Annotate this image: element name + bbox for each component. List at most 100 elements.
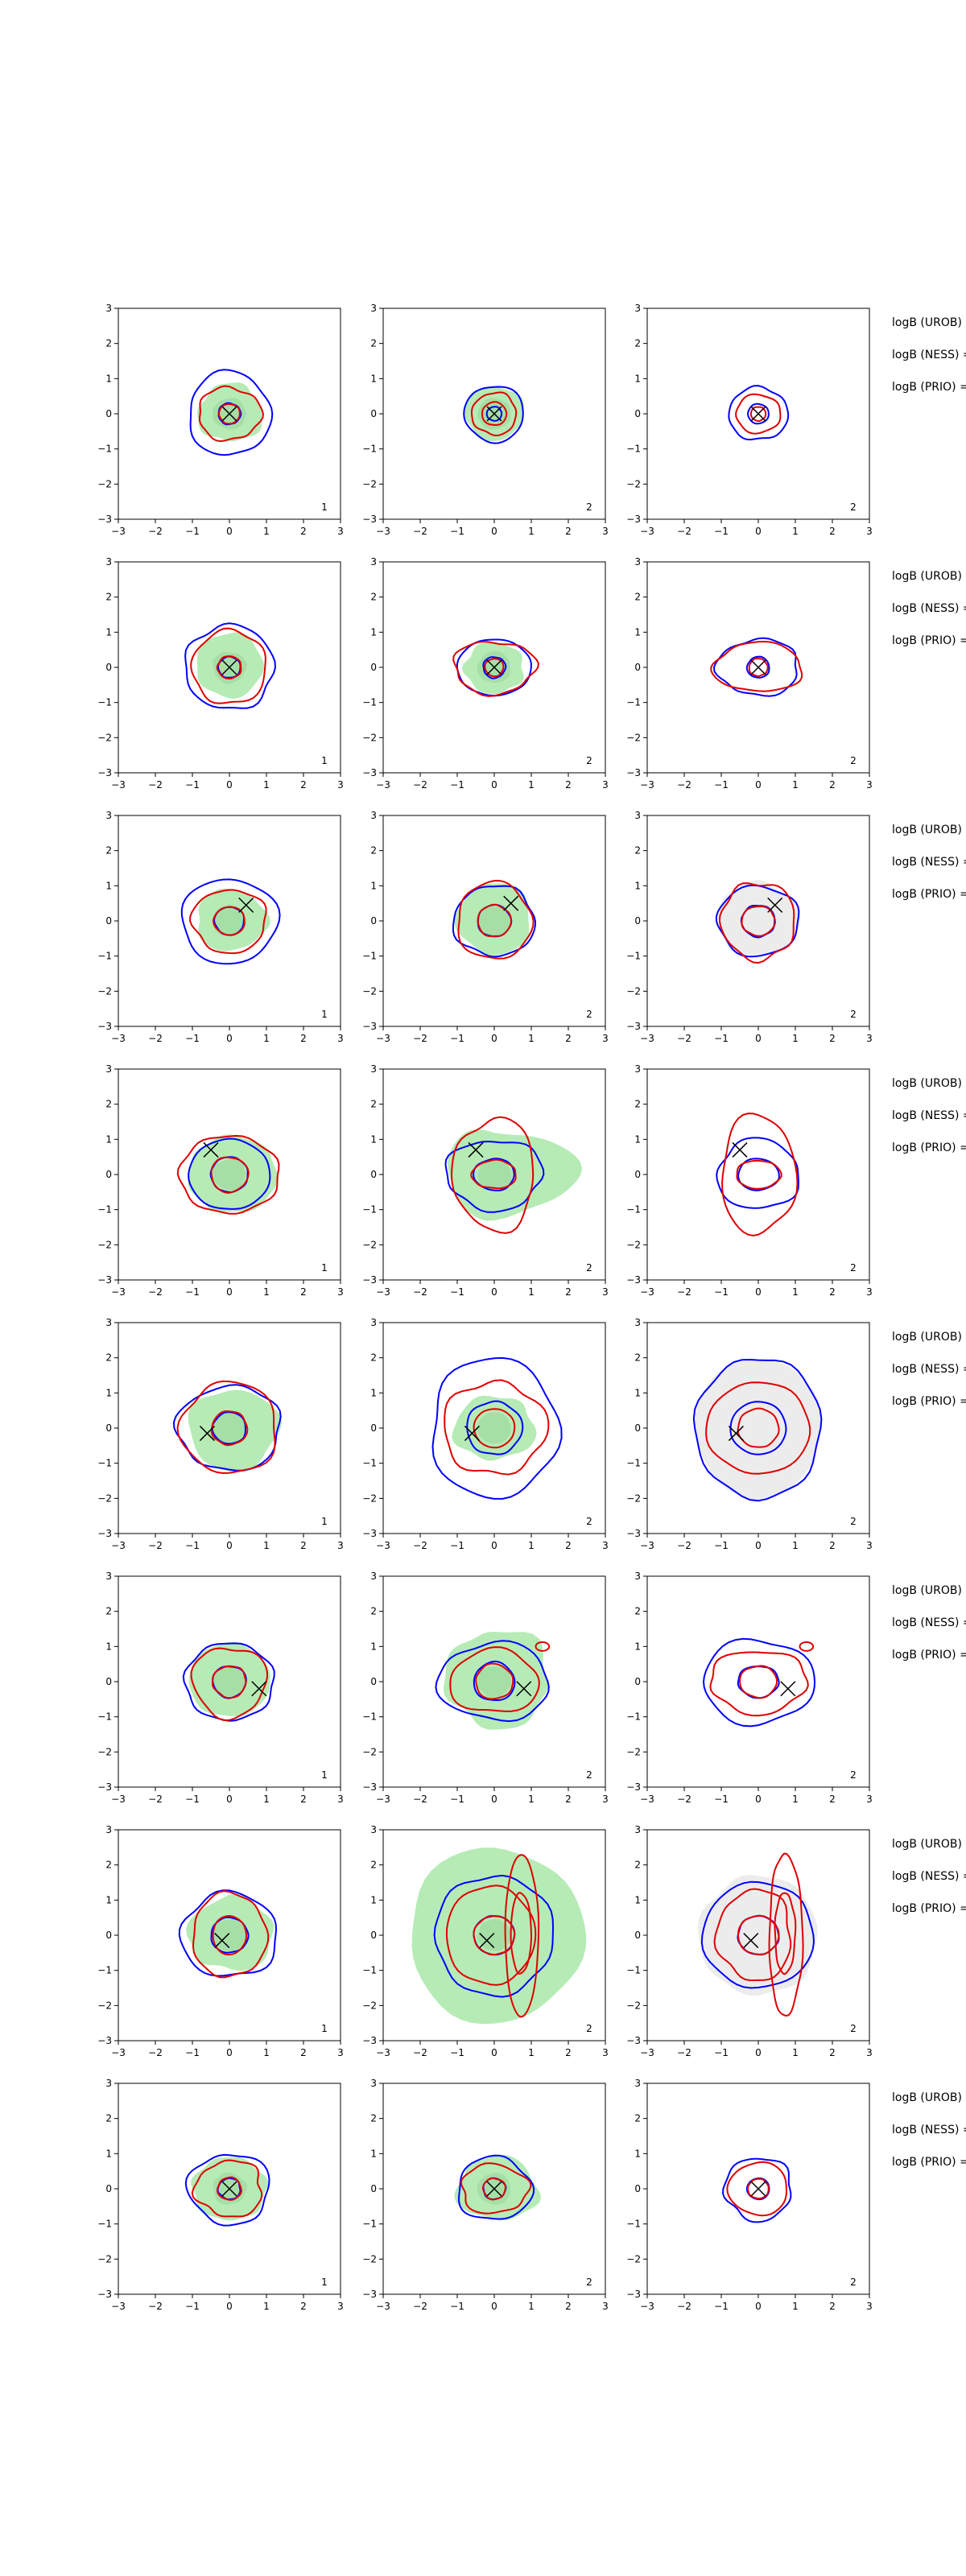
y-tick-label: 1: [370, 1387, 377, 1398]
red-outer-contour: [449, 1646, 540, 1712]
true-value-marker: [199, 1426, 215, 1442]
x-tick-label: −2: [677, 1794, 691, 1805]
red-inner-contour: [212, 906, 246, 936]
x-tick-label: 2: [829, 1286, 836, 1298]
red-outer-contour: [504, 1854, 540, 2018]
x-tick-label: −1: [185, 526, 200, 537]
y-tick-label: −1: [362, 951, 377, 962]
y-tick-label: −2: [362, 732, 377, 743]
x-tick-label: 0: [226, 526, 233, 537]
red-inner-contour: [737, 1407, 780, 1448]
panel: −3−3 −2 −2 −1 −1 0 0 1 1 2 2 3 3 1: [97, 1571, 344, 1805]
x-tick-label: −1: [450, 1033, 464, 1044]
y-tick-label: 2: [105, 1352, 112, 1364]
y-tick-label: 1: [370, 1641, 377, 1652]
x-tick-label: 3: [602, 1286, 609, 1298]
red-mid-contour: [774, 1892, 797, 1975]
red-outer-contour: [191, 2159, 263, 2218]
x-tick-label: −2: [413, 779, 427, 791]
x-tick-label: 0: [226, 2047, 233, 2058]
red-inner-contour: [475, 1662, 514, 1700]
x-tick-label: 2: [565, 2301, 572, 2312]
y-tick-label: −3: [97, 514, 112, 525]
y-tick-label: −2: [97, 985, 112, 997]
x-tick-label: 2: [300, 526, 307, 537]
blue-outer-contour: [721, 2157, 792, 2223]
posterior-core: [477, 905, 511, 938]
x-tick-label: 1: [263, 1794, 270, 1805]
red-outer-contour: [189, 889, 267, 955]
y-tick-label: 3: [105, 1063, 112, 1075]
y-tick-label: 1: [634, 626, 641, 638]
bayes-factor-label: logB (NESS) =: [892, 602, 966, 615]
red-inner-contour: [210, 1156, 250, 1194]
y-tick-label: −3: [97, 2289, 112, 2300]
x-tick-label: −2: [413, 1540, 427, 1551]
y-tick-label: 0: [105, 1676, 112, 1687]
x-tick-label: 1: [528, 2047, 535, 2058]
y-tick-label: 1: [105, 1641, 112, 1652]
red-small-contour: [799, 1641, 815, 1652]
x-tick-label: 0: [755, 526, 762, 537]
x-tick-label: 3: [866, 526, 873, 537]
posterior-core: [213, 1665, 246, 1697]
x-tick-label: −1: [450, 2047, 464, 2058]
panel-corner-label: 2: [850, 502, 857, 513]
blue-outer-contour: [692, 1358, 823, 1502]
bayes-factor-label: logB (PRIO) =: [892, 634, 966, 647]
x-tick-label: 3: [866, 1794, 873, 1805]
panel-corner-label: 1: [321, 1516, 328, 1527]
panel: −3−3 −2 −2 −1 −1 0 0 1 1 2 2 3 3 2: [362, 2078, 609, 2312]
y-tick-label: 0: [105, 1422, 112, 1434]
y-tick-label: −3: [362, 1274, 377, 1286]
panel: −3−3 −2 −2 −1 −1 0 0 1 1 2 2 3 3 1: [97, 556, 344, 791]
y-tick-label: 3: [105, 303, 112, 314]
y-tick-label: 2: [634, 1099, 641, 1110]
x-tick-label: 0: [755, 779, 762, 791]
x-tick-label: −3: [376, 1540, 390, 1551]
y-tick-label: 2: [370, 1860, 377, 1871]
y-tick-label: 0: [105, 1930, 112, 1941]
bayes-factor-label: logB (NESS) =: [892, 1363, 966, 1376]
true-value-marker: [221, 2181, 237, 2197]
panel: −3−3 −2 −2 −1 −1 0 0 1 1 2 2 3 3 2: [626, 810, 873, 1044]
y-tick-label: −2: [626, 2253, 641, 2264]
x-tick-label: −2: [148, 1033, 163, 1044]
x-tick-label: 3: [866, 1286, 873, 1298]
y-tick-label: 3: [634, 2078, 641, 2089]
x-tick-label: 0: [226, 2301, 233, 2312]
x-tick-label: 1: [792, 1286, 799, 1298]
y-tick-label: −1: [626, 697, 641, 708]
x-tick-label: 0: [491, 2047, 497, 2058]
bayes-factor-label: logB (NESS) =: [892, 1870, 966, 1883]
x-tick-label: −1: [185, 779, 200, 791]
bayes-factor-label: logB (PRIO) =: [892, 1395, 966, 1408]
y-tick-label: −2: [362, 1492, 377, 1504]
red-inner-contour: [470, 1158, 517, 1190]
bayes-factor-label: logB (PRIO) =: [892, 888, 966, 901]
panel: −3−3 −2 −2 −1 −1 0 0 1 1 2 2 3 3 2: [626, 556, 873, 791]
red-outer-contour: [710, 640, 803, 692]
x-tick-label: 2: [829, 2047, 836, 2058]
y-tick-label: 3: [105, 2078, 112, 2089]
x-tick-label: −1: [714, 2301, 729, 2312]
panel-corner-label: 2: [586, 2277, 592, 2288]
posterior-core: [477, 1666, 512, 1699]
x-tick-label: −2: [148, 1794, 163, 1805]
y-tick-label: 3: [634, 810, 641, 821]
panel-corner-label: 1: [321, 502, 328, 513]
x-tick-label: −1: [450, 526, 464, 537]
x-tick-label: −1: [450, 779, 464, 791]
true-value-marker: [516, 1681, 532, 1697]
x-tick-label: −3: [111, 1033, 126, 1044]
panel: −3−3 −2 −2 −1 −1 0 0 1 1 2 2 3 3 2: [362, 810, 609, 1044]
y-tick-label: 2: [370, 1606, 377, 1617]
x-tick-label: −3: [376, 526, 390, 537]
x-tick-label: 2: [565, 526, 572, 537]
x-tick-label: 1: [792, 2047, 799, 2058]
posterior-core: [213, 904, 247, 937]
panel-corner-label: 1: [321, 1262, 328, 1274]
y-tick-label: −2: [97, 1492, 112, 1504]
x-tick-label: −1: [185, 1794, 200, 1805]
true-value-marker: [214, 1933, 230, 1949]
